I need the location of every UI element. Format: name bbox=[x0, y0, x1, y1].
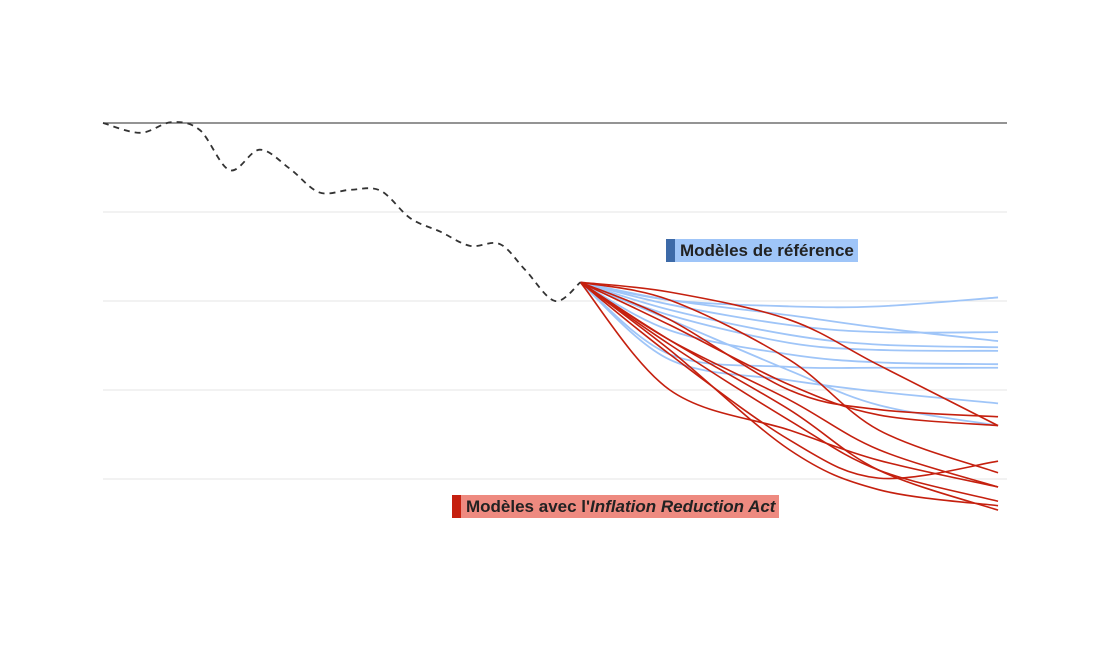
ira-line-3 bbox=[580, 281, 999, 418]
reference-line-9 bbox=[580, 281, 999, 427]
ira-line-7 bbox=[579, 281, 999, 503]
ira-line-5 bbox=[579, 281, 999, 511]
ira-line-10 bbox=[579, 281, 999, 488]
ira-line-8 bbox=[579, 281, 999, 488]
reference-legend-swatch bbox=[666, 239, 675, 262]
reference-line-6 bbox=[579, 281, 999, 366]
reference-line-7 bbox=[579, 281, 999, 369]
reference-line-8 bbox=[579, 281, 999, 405]
ira-line-9 bbox=[579, 281, 999, 507]
historical-series-group bbox=[102, 121, 581, 302]
ira-line-1 bbox=[580, 281, 999, 427]
ira-label-italic: Inflation Reduction Act bbox=[590, 497, 776, 516]
ira-label-prefix: Modèles avec l' bbox=[466, 497, 591, 516]
ira-line-2 bbox=[580, 281, 999, 474]
ira-series-group bbox=[579, 281, 999, 511]
reference-line-3 bbox=[580, 281, 999, 342]
ira-line-6 bbox=[579, 281, 999, 480]
reference-label-text: Modèles de référence bbox=[680, 241, 854, 260]
reference-series-group bbox=[579, 281, 999, 427]
historical-line bbox=[102, 121, 581, 302]
ira-legend-swatch bbox=[452, 495, 461, 518]
reference-line-4 bbox=[580, 281, 999, 349]
ira-line-4 bbox=[580, 281, 999, 427]
reference-models-label: Modèles de référence bbox=[666, 239, 858, 262]
ira-models-label: Modèles avec l'Inflation Reduction Act bbox=[452, 495, 780, 518]
